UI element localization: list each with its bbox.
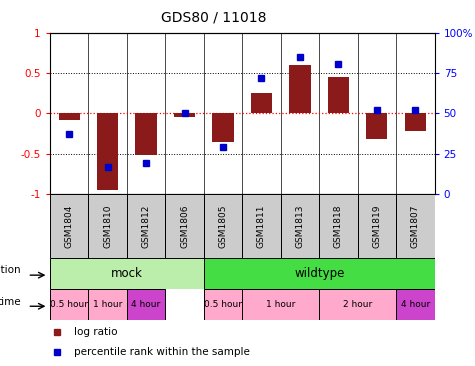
Text: percentile rank within the sample: percentile rank within the sample [74,347,249,357]
Bar [88,194,127,258]
Text: GSM1804: GSM1804 [65,204,74,248]
Bar [396,289,435,320]
Text: 0.5 hour: 0.5 hour [50,300,88,309]
Bar [319,194,358,258]
Bar [127,194,165,258]
Bar [251,93,272,113]
Bar [319,289,396,320]
Bar [281,194,319,258]
Text: wildtype: wildtype [294,267,344,280]
Bar [135,113,157,155]
Bar [50,258,204,289]
Bar [242,194,281,258]
Bar [88,289,127,320]
Text: GSM1806: GSM1806 [180,204,189,248]
Text: 1 hour: 1 hour [266,300,295,309]
Bar [204,194,242,258]
Text: log ratio: log ratio [74,327,117,337]
Text: GDS80 / 11018: GDS80 / 11018 [161,11,266,25]
Bar [366,113,388,139]
Bar [405,113,426,131]
Bar [204,289,242,320]
Text: GSM1819: GSM1819 [372,204,381,248]
Text: 4 hour: 4 hour [401,300,430,309]
Bar [204,258,435,289]
Bar [97,113,118,190]
Text: 0.5 hour: 0.5 hour [204,300,242,309]
Text: GSM1810: GSM1810 [103,204,112,248]
Text: 1 hour: 1 hour [93,300,122,309]
Text: GSM1818: GSM1818 [334,204,343,248]
Bar [50,289,88,320]
Text: GSM1805: GSM1805 [218,204,228,248]
Bar [289,65,311,113]
Bar [165,194,204,258]
Bar [127,289,165,320]
Bar [242,289,319,320]
Bar [396,194,435,258]
Bar [50,194,88,258]
Text: 4 hour: 4 hour [132,300,161,309]
Text: GSM1807: GSM1807 [411,204,420,248]
Text: GSM1812: GSM1812 [142,204,151,248]
Text: time: time [0,296,21,307]
Bar [358,194,396,258]
Text: mock: mock [111,267,143,280]
Text: infection: infection [0,265,21,276]
Bar [174,113,195,117]
Text: GSM1811: GSM1811 [257,204,266,248]
Bar [212,113,234,142]
Bar [58,113,80,120]
Text: GSM1813: GSM1813 [295,204,304,248]
Bar [328,77,349,113]
Text: 2 hour: 2 hour [343,300,372,309]
